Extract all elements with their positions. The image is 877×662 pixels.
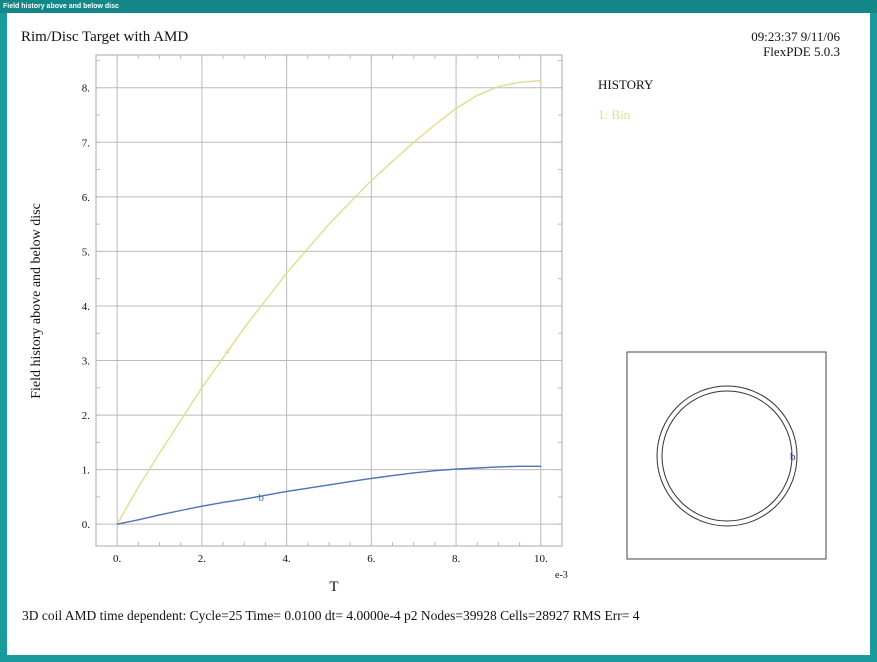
grid-lines [96, 55, 562, 546]
geometry-inset: b [626, 351, 827, 560]
data-point-b [286, 490, 288, 493]
timestamp: 09:23:37 9/11/06 [751, 29, 840, 44]
data-point-a [413, 141, 415, 143]
data-point-b [349, 481, 351, 483]
data-point-b [264, 494, 267, 496]
x-tick-labels: 0. 2. 4. 6. 8. 10. [113, 553, 548, 565]
y-tick-label: 0. [82, 519, 91, 531]
data-point-a [540, 80, 542, 82]
y-tick-label: 1. [82, 465, 91, 477]
data-point-a [455, 107, 457, 110]
timestamp-block: 09:23:37 9/11/06 FlexPDE 5.0.3 [751, 29, 840, 59]
version-label: FlexPDE 5.0.3 [763, 44, 840, 59]
y-tick-label: 3. [82, 356, 91, 368]
data-point-b [519, 465, 521, 467]
data-point-b [137, 519, 139, 521]
minor-ticks [96, 55, 562, 546]
data-point-a [349, 201, 351, 203]
data-point-b [455, 468, 457, 470]
data-point-a [158, 452, 161, 454]
data-point-a [222, 357, 224, 359]
data-point-b [540, 465, 542, 467]
data-point-b [476, 467, 478, 469]
x-tick-label: 10. [534, 553, 548, 565]
plot-title: Rim/Disc Target with AMD [21, 29, 189, 45]
data-point-b [413, 472, 415, 474]
series-line-a [116, 79, 541, 525]
y-tick-label: 2. [82, 410, 91, 422]
data-point-b [328, 484, 330, 486]
probe-marker-b: b [790, 451, 796, 463]
x-tick-label: 6. [367, 553, 376, 565]
x-axis-label: T [329, 579, 338, 595]
data-point-b [307, 487, 309, 489]
y-tick-label: 5. [82, 246, 91, 258]
x-tick-label: 4. [283, 553, 292, 565]
x-exponent-label: e-3 [555, 570, 568, 581]
data-point-a [391, 160, 394, 162]
outer-rim [656, 385, 798, 527]
series-group: ab [116, 79, 542, 525]
series-label-a: a [225, 345, 230, 357]
data-point-a [476, 94, 478, 96]
data-point-a [307, 248, 309, 250]
inner-rim [661, 390, 793, 522]
data-point-a [264, 299, 267, 302]
data-point-a [180, 419, 182, 422]
data-point-a [137, 486, 139, 488]
data-point-a [519, 81, 521, 83]
data-point-a [497, 86, 500, 88]
y-tick-label: 8. [82, 83, 91, 95]
series-label-b: b [258, 492, 264, 504]
history-chart: 0. 2. 4. 6. 8. 10. 0.1.2.3.4.5.6.7.8. ab T e-… [29, 54, 827, 595]
data-point-b [201, 505, 203, 507]
x-tick-label: 2. [198, 553, 207, 565]
data-point-b [158, 514, 161, 516]
legend-heading: HISTORY [598, 77, 654, 92]
data-point-b [116, 523, 118, 525]
legend-entry: 1: Bin [598, 107, 631, 122]
x-tick-label: 8. [452, 553, 461, 565]
y-tick-labels: 0. 1. 2. 3. 4. 5. 6. 7. 8. [82, 83, 91, 531]
data-point-b [391, 475, 394, 477]
data-point-a [286, 272, 288, 274]
data-point-a [370, 179, 372, 182]
y-tick-label: 6. [82, 192, 91, 204]
y-tick-label: 7. [82, 137, 91, 149]
data-point-a [243, 327, 245, 329]
plot-canvas: Rim/Disc Target with AMD 09:23:37 9/11/0… [7, 13, 870, 655]
data-point-a [201, 387, 203, 389]
status-line: 3D coil AMD time dependent: Cycle=25 Tim… [22, 608, 640, 623]
y-tick-label: 4. [82, 301, 91, 313]
data-point-b [180, 509, 182, 512]
data-point-a [434, 124, 436, 126]
data-point-a [328, 223, 330, 225]
window-title: Field history above and below disc [0, 0, 877, 13]
y-axis-label: Field history above and below disc [29, 203, 44, 399]
data-point-b [434, 470, 436, 472]
plot-frame [95, 54, 563, 547]
data-point-b [222, 501, 224, 503]
x-tick-label: 0. [113, 553, 122, 565]
data-point-b [243, 498, 245, 500]
data-point-b [497, 466, 500, 468]
series-line-b [117, 465, 541, 525]
data-point-b [370, 477, 372, 479]
